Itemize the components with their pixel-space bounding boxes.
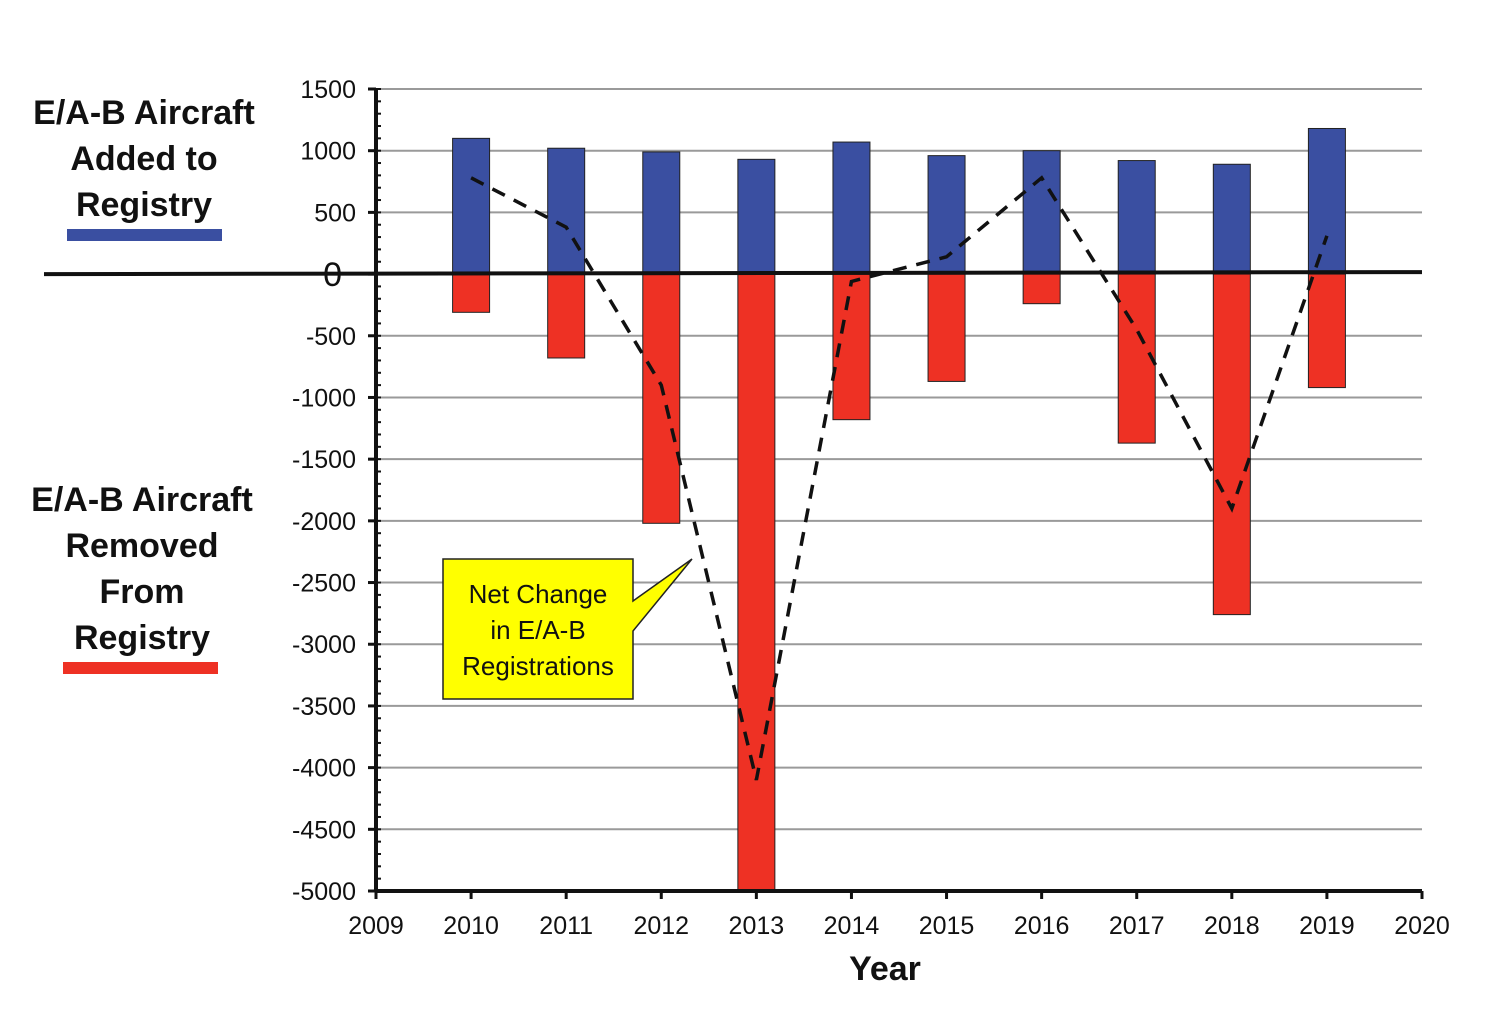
x-tick-label: 2013 bbox=[729, 912, 785, 940]
removed-bar bbox=[1117, 273, 1156, 444]
removed-legend-swatch bbox=[63, 662, 218, 674]
added-bar bbox=[737, 158, 776, 275]
removed-bar bbox=[737, 273, 776, 892]
y-tick-label: -1500 bbox=[292, 446, 356, 474]
removed-bar bbox=[642, 273, 681, 524]
removed-bar bbox=[1022, 273, 1061, 305]
y-tick-label: -3000 bbox=[292, 631, 356, 659]
removed-bar bbox=[547, 273, 586, 359]
x-tick-label: 2020 bbox=[1394, 912, 1450, 940]
removed-bar bbox=[1307, 273, 1346, 389]
y-tick-label: -4000 bbox=[292, 755, 356, 783]
removed-bar bbox=[927, 273, 966, 382]
removed-legend-line: Registry bbox=[73, 619, 211, 657]
x-tick-label: 2016 bbox=[1014, 912, 1070, 940]
y-tick-label: 500 bbox=[314, 199, 356, 227]
callout-text: in E/A-B bbox=[490, 615, 585, 645]
x-tick-label: 2009 bbox=[348, 912, 404, 940]
added-legend-swatch bbox=[67, 229, 222, 241]
y-tick-label: 0 bbox=[323, 256, 342, 294]
added-legend-line: Added to bbox=[70, 140, 218, 178]
y-tick-label: -500 bbox=[306, 323, 356, 351]
removed-legend-title: E/A-B Aircraft Removed From Registry bbox=[12, 477, 272, 661]
y-tick-label: -3500 bbox=[292, 693, 356, 721]
y-tick-label: -2500 bbox=[292, 570, 356, 598]
y-tick-label: -2000 bbox=[292, 508, 356, 536]
added-bar bbox=[1022, 150, 1061, 275]
removed-legend-line: From bbox=[99, 573, 185, 611]
added-bar bbox=[1117, 160, 1156, 275]
removed-bar bbox=[452, 273, 491, 313]
y-tick-label: -1000 bbox=[292, 384, 356, 412]
x-tick-label: 2018 bbox=[1204, 912, 1260, 940]
net-change-line bbox=[470, 175, 1329, 781]
x-tick-label: 2010 bbox=[443, 912, 499, 940]
y-tick-label: 1000 bbox=[300, 138, 356, 166]
added-bar bbox=[547, 147, 586, 275]
x-tick-label: 2012 bbox=[633, 912, 689, 940]
added-legend-line: E/A-B Aircraft bbox=[33, 94, 255, 132]
x-tick-label: 2011 bbox=[539, 912, 593, 940]
added-legend-line: Registry bbox=[75, 186, 213, 224]
added-bar bbox=[832, 141, 871, 275]
removed-legend-line: Removed bbox=[65, 527, 219, 565]
x-tick-label: 2017 bbox=[1109, 912, 1165, 940]
callout-text: Net Change bbox=[469, 579, 608, 609]
added-bar bbox=[1212, 163, 1251, 275]
x-tick-label: 2014 bbox=[824, 912, 880, 940]
added-bar bbox=[1307, 127, 1346, 275]
zero-line bbox=[43, 270, 1423, 277]
y-tick-label: 1500 bbox=[300, 76, 356, 104]
callout-box bbox=[442, 558, 693, 700]
callout-text: Registrations bbox=[462, 651, 614, 681]
x-tick-label: 2015 bbox=[919, 912, 975, 940]
x-axis-title: Year bbox=[849, 950, 921, 988]
y-tick-label: -4500 bbox=[292, 816, 356, 844]
y-tick-label: -5000 bbox=[292, 878, 356, 906]
added-bar bbox=[452, 137, 491, 275]
added-bar bbox=[642, 151, 681, 275]
removed-bar bbox=[1212, 273, 1251, 616]
added-legend-title: E/A-B Aircraft Added to Registry bbox=[14, 90, 274, 228]
removed-legend-line: E/A-B Aircraft bbox=[31, 481, 253, 519]
x-tick-label: 2019 bbox=[1299, 912, 1355, 940]
